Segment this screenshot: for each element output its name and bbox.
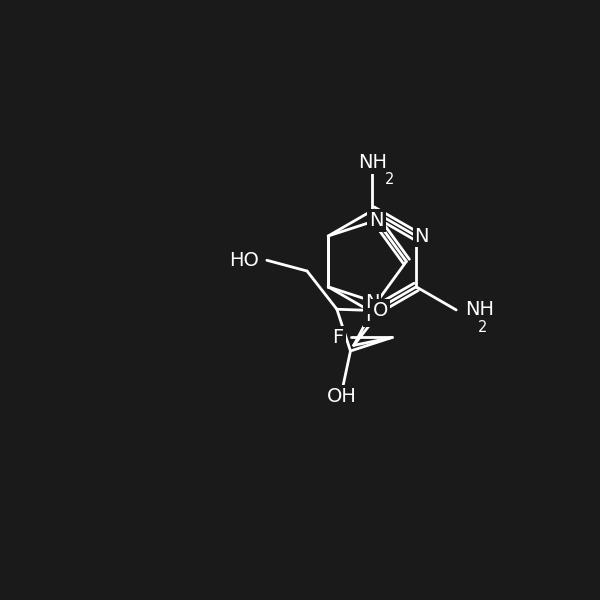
Text: NH: NH [466,301,494,319]
Text: F: F [332,328,344,347]
Text: N: N [365,293,379,312]
Text: O: O [373,301,388,320]
Text: N: N [365,307,379,325]
Text: OH: OH [326,387,356,406]
Text: N: N [415,227,429,245]
Text: 2: 2 [385,172,394,187]
Text: 2: 2 [478,320,487,335]
Text: HO: HO [229,251,259,270]
Text: N: N [369,211,384,230]
Text: NH: NH [358,152,386,172]
